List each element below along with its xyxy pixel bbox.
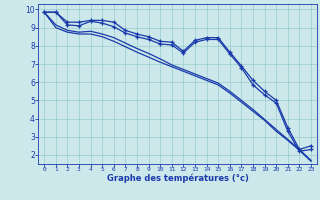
X-axis label: Graphe des températures (°c): Graphe des températures (°c)	[107, 174, 249, 183]
